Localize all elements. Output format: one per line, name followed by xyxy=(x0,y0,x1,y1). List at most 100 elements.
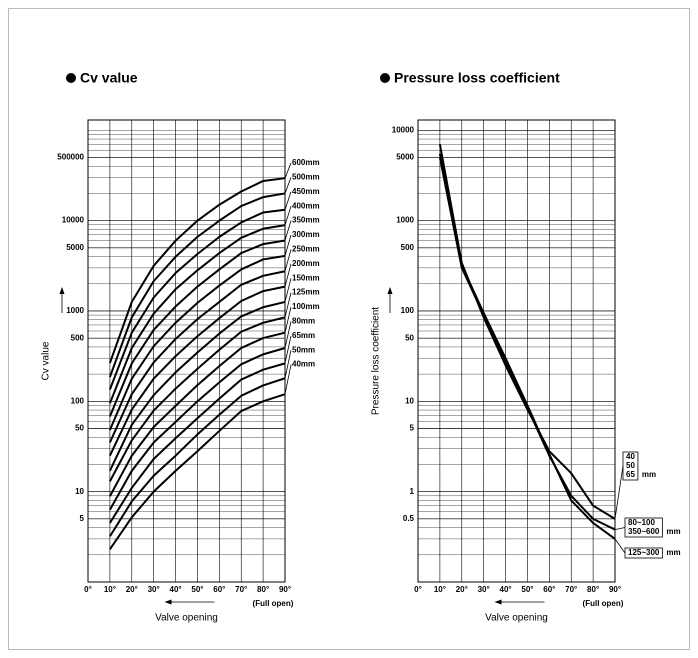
x-arrow-head xyxy=(164,599,172,605)
legend-leader xyxy=(284,306,292,333)
x-tick-label: 80° xyxy=(587,585,599,594)
series-line xyxy=(108,192,286,378)
series-line xyxy=(108,270,286,443)
series-line xyxy=(109,393,286,550)
frame xyxy=(8,8,690,650)
legend-label: 500mm xyxy=(292,173,320,182)
x-tick-label: 40° xyxy=(500,585,512,594)
y-tick-label: 0.5 xyxy=(403,514,415,523)
y-tick-label: 100 xyxy=(71,396,85,405)
plot-frame xyxy=(417,119,616,583)
chart-title: Cv value xyxy=(80,70,138,86)
x-tick-label: 90° xyxy=(609,585,621,594)
legend-label: 65 xyxy=(626,470,635,479)
legend-leader xyxy=(284,206,292,226)
legend-leader xyxy=(284,321,292,349)
legend-leader xyxy=(284,292,292,318)
legend-leader xyxy=(284,177,292,194)
legend-leader xyxy=(614,465,624,519)
legend-label: 200mm xyxy=(292,259,320,268)
legend-leader xyxy=(284,234,292,257)
series-line xyxy=(108,208,286,390)
legend-leader xyxy=(614,538,626,554)
y-tick-label: 50 xyxy=(75,424,84,433)
x-tick-label: 30° xyxy=(478,585,490,594)
x-tick-label: 50° xyxy=(521,585,533,594)
series-line xyxy=(438,153,616,540)
legend-label: 400mm xyxy=(292,201,320,210)
y-tick-label: 10000 xyxy=(62,216,85,225)
legend-leader xyxy=(284,249,292,272)
y-tick-label: 50 xyxy=(405,333,414,342)
legend-label: 450mm xyxy=(292,187,320,196)
x-note: (Full open) xyxy=(583,599,624,608)
legend-leader xyxy=(284,278,292,303)
y-tick-label: 1 xyxy=(410,487,415,496)
series-line xyxy=(109,362,286,524)
x-axis-label: Valve opening xyxy=(485,613,548,624)
legend-leader xyxy=(284,191,292,210)
y-tick-label: 5 xyxy=(410,424,415,433)
legend-entry: 125~300 mm xyxy=(624,547,681,559)
title-bullet xyxy=(380,73,390,83)
y-tick-label: 10 xyxy=(75,487,84,496)
plot-frame xyxy=(87,119,286,583)
y-axis-label: Cv value xyxy=(41,341,52,380)
legend-leader xyxy=(284,350,292,379)
legend-label: 40mm xyxy=(292,360,315,369)
legend-label: 125~300 xyxy=(628,548,660,557)
legend-label: 100mm xyxy=(292,302,320,311)
legend-label: 600mm xyxy=(292,158,320,167)
title-bullet xyxy=(66,73,76,83)
legend-unit: mm xyxy=(642,470,656,479)
x-tick-label: 20° xyxy=(456,585,468,594)
legend-label: 350~600 xyxy=(628,527,660,536)
y-tick-label: 5 xyxy=(80,514,85,523)
x-tick-label: 30° xyxy=(148,585,160,594)
series-line xyxy=(109,316,286,482)
y-arrow-head xyxy=(59,287,65,294)
y-axis-label: Pressure loss coefficient xyxy=(371,307,382,415)
legend-label: 80~100 xyxy=(628,518,655,527)
x-tick-label: 0° xyxy=(84,585,92,594)
x-tick-label: 10° xyxy=(434,585,446,594)
series-line xyxy=(108,239,286,417)
y-tick-label: 10000 xyxy=(392,125,415,134)
x-note: (Full open) xyxy=(253,599,294,608)
legend-leader xyxy=(614,527,626,531)
y-tick-label: 1000 xyxy=(396,216,414,225)
y-tick-label: 500 xyxy=(401,243,415,252)
y-tick-label: 100 xyxy=(401,306,415,315)
x-arrow-head xyxy=(494,599,502,605)
legend-leader xyxy=(284,364,292,395)
series-line xyxy=(108,300,286,472)
x-axis-label: Valve opening xyxy=(155,613,218,624)
legend-unit: mm xyxy=(666,527,680,536)
legend-label: 40 xyxy=(626,452,635,461)
y-tick-label: 5000 xyxy=(66,243,84,252)
x-tick-label: 80° xyxy=(257,585,269,594)
series-line xyxy=(108,224,286,404)
x-tick-label: 90° xyxy=(279,585,291,594)
legend-label: 125mm xyxy=(292,288,320,297)
y-arrow-head xyxy=(387,287,393,294)
series-line xyxy=(108,254,286,431)
series-line xyxy=(109,347,286,511)
series-line xyxy=(108,285,286,457)
series-line xyxy=(108,177,286,364)
x-tick-label: 10° xyxy=(104,585,116,594)
legend-label: 150mm xyxy=(292,273,320,282)
x-tick-label: 70° xyxy=(565,585,577,594)
series-line xyxy=(109,331,286,497)
legend-unit: mm xyxy=(666,548,680,557)
x-tick-label: 70° xyxy=(235,585,247,594)
legend-leader xyxy=(284,335,292,364)
legend-leader xyxy=(284,263,292,287)
y-tick-label: 5000 xyxy=(396,153,414,162)
y-tick-label: 500 xyxy=(71,333,85,342)
legend-label: 250mm xyxy=(292,245,320,254)
legend-label: 300mm xyxy=(292,230,320,239)
legend-label: 50 xyxy=(626,461,635,470)
